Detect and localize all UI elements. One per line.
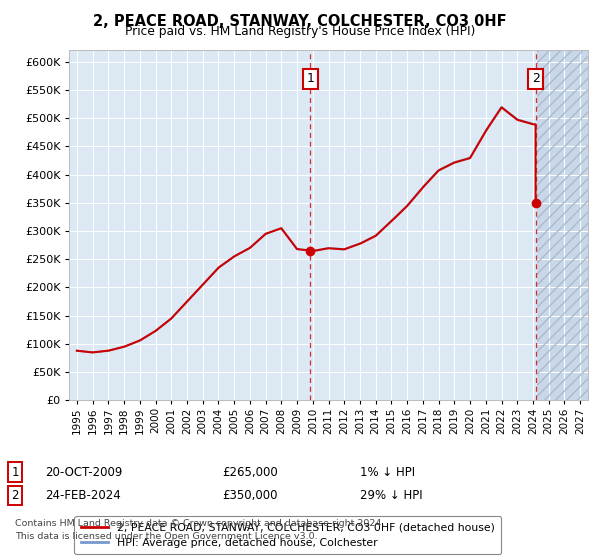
Bar xyxy=(537,50,588,400)
Text: 24-FEB-2024: 24-FEB-2024 xyxy=(45,489,121,502)
Text: 2: 2 xyxy=(532,72,539,85)
Text: 29% ↓ HPI: 29% ↓ HPI xyxy=(360,489,422,502)
Text: 1: 1 xyxy=(306,72,314,85)
Legend: 2, PEACE ROAD, STANWAY, COLCHESTER, CO3 0HF (detached house), HPI: Average price: 2, PEACE ROAD, STANWAY, COLCHESTER, CO3 … xyxy=(74,516,501,554)
Text: Contains HM Land Registry data © Crown copyright and database right 2024.: Contains HM Land Registry data © Crown c… xyxy=(15,519,385,528)
Text: 2, PEACE ROAD, STANWAY, COLCHESTER, CO3 0HF: 2, PEACE ROAD, STANWAY, COLCHESTER, CO3 … xyxy=(93,14,507,29)
Text: 2: 2 xyxy=(11,489,19,502)
Text: 1% ↓ HPI: 1% ↓ HPI xyxy=(360,465,415,479)
Bar xyxy=(537,50,588,400)
Text: 1: 1 xyxy=(11,465,19,479)
Text: 20-OCT-2009: 20-OCT-2009 xyxy=(45,465,122,479)
Text: Price paid vs. HM Land Registry's House Price Index (HPI): Price paid vs. HM Land Registry's House … xyxy=(125,25,475,38)
Text: £350,000: £350,000 xyxy=(222,489,277,502)
Text: £265,000: £265,000 xyxy=(222,465,278,479)
Text: This data is licensed under the Open Government Licence v3.0.: This data is licensed under the Open Gov… xyxy=(15,532,317,541)
